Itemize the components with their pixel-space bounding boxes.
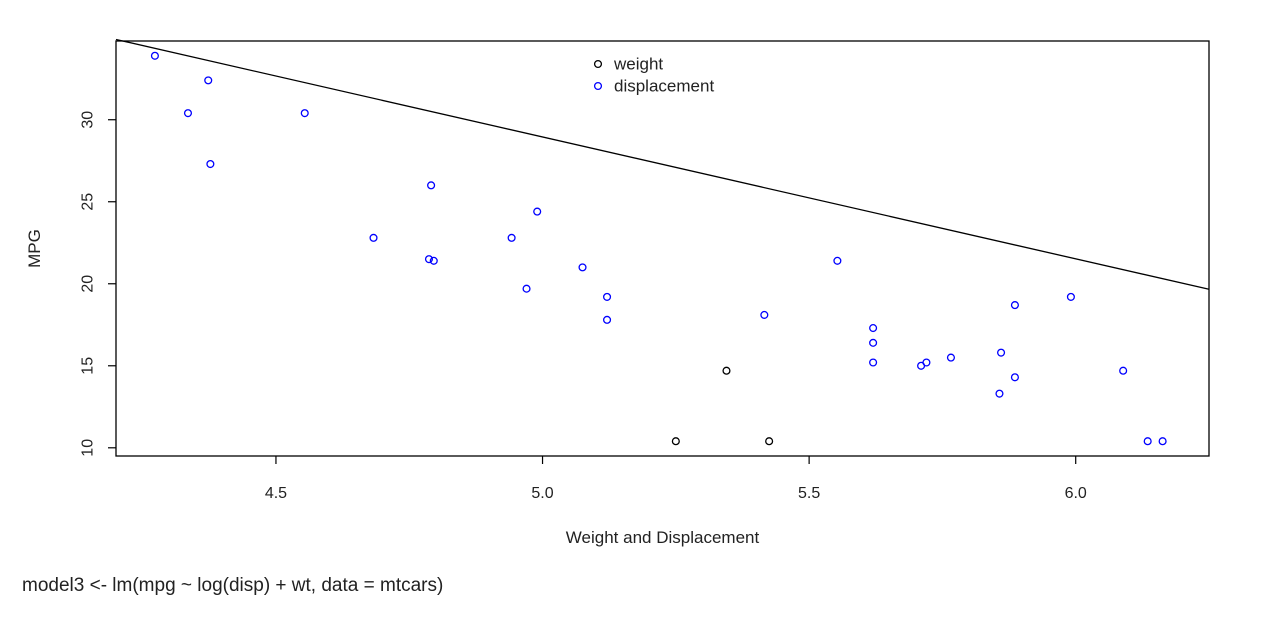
legend-label-displacement: displacement — [614, 77, 714, 96]
displacement-point — [150, 51, 159, 60]
displacement-point — [760, 310, 769, 319]
displacement-point — [1119, 366, 1128, 375]
displacement-point — [922, 358, 931, 367]
displacement-point — [869, 324, 878, 333]
legend-label-weight: weight — [613, 55, 663, 74]
displacement-point — [1143, 437, 1152, 446]
y-tick-label: 25 — [80, 193, 97, 211]
displacement-point — [183, 109, 193, 118]
displacement-point — [869, 358, 878, 367]
y-axis-label: MPG — [25, 229, 44, 268]
displacement-point — [429, 256, 438, 265]
y-tick-label: 10 — [80, 439, 97, 457]
displacement-point — [424, 255, 434, 264]
x-tick-label: 5.5 — [798, 485, 820, 502]
displacement-point — [427, 181, 436, 190]
displacement-point — [1066, 292, 1075, 301]
y-tick-label: 20 — [80, 275, 97, 293]
displacement-point — [522, 284, 531, 293]
x-tick-label: 5.0 — [531, 485, 553, 502]
legend-marker-displacement — [593, 81, 603, 91]
displacement-point — [997, 348, 1006, 357]
displacement-point — [533, 207, 542, 216]
weight-point — [722, 366, 731, 375]
displacement-point — [1158, 437, 1167, 446]
displacement-point — [603, 292, 612, 301]
displacement-point — [995, 389, 1004, 398]
displacement-point — [869, 338, 878, 347]
code-snippet: model3 <- lm(mpg ~ log(disp) + wt, data … — [22, 575, 444, 596]
x-tick-label: 4.5 — [265, 485, 287, 502]
plot-frame — [115, 40, 1210, 457]
displacement-point — [946, 353, 955, 362]
x-tick-label: 6.0 — [1065, 485, 1087, 502]
legend-marker-weight — [593, 59, 603, 69]
displacement-point — [833, 256, 842, 265]
x-axis-label: Weight and Displacement — [566, 528, 760, 547]
displacement-point — [206, 159, 215, 169]
displacement-point — [603, 315, 612, 324]
weight-point — [671, 437, 680, 446]
displacement-point — [300, 109, 309, 118]
displacement-point — [369, 233, 378, 242]
displacement-point — [578, 263, 587, 272]
weight-point — [765, 437, 774, 446]
displacement-point — [1010, 373, 1019, 382]
scatter-chart: 4.5 5.0 5.5 6.0 10 15 20 25 30 weight displacemen… — [25, 38, 1210, 547]
displacement-point — [507, 233, 516, 242]
regression-line — [115, 38, 1210, 290]
displacement-point — [204, 76, 213, 85]
y-tick-label: 30 — [80, 111, 97, 129]
y-tick-label: 15 — [80, 357, 97, 375]
displacement-point — [1010, 301, 1019, 310]
